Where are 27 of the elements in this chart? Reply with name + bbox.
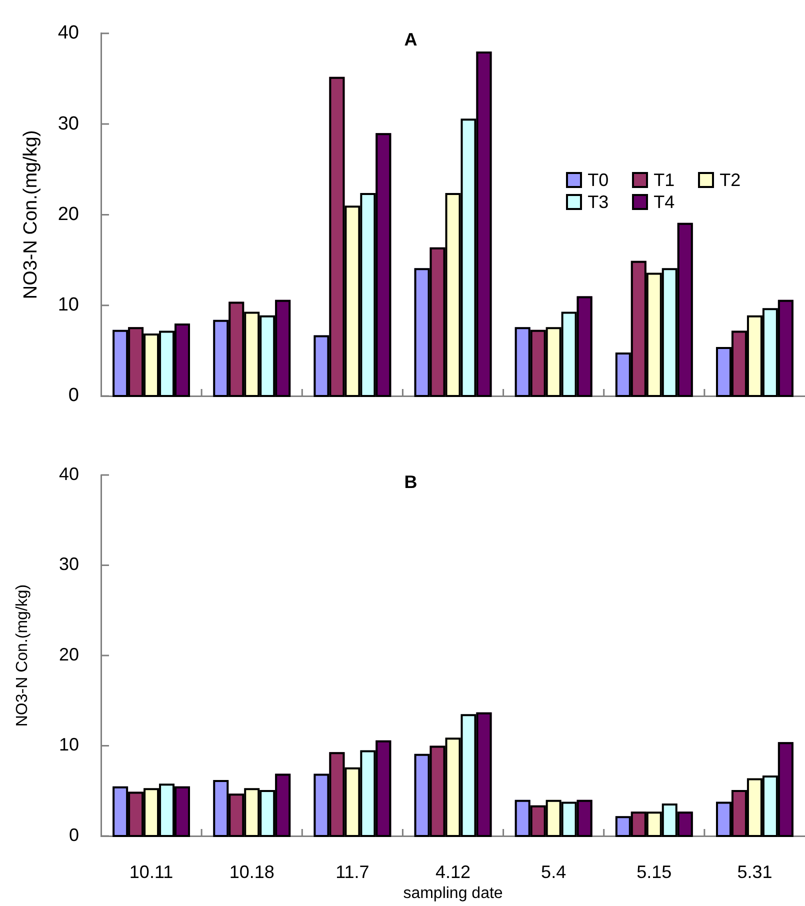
chart-title: B (404, 472, 418, 492)
y-tick-label: 30 (58, 554, 79, 574)
y-tick-label: 0 (68, 385, 79, 406)
x-tick-label: 5.31 (737, 862, 772, 882)
x-tick-label: 10.18 (229, 862, 274, 882)
y-axis-title: NO3-N Con.(mg/kg) (14, 584, 32, 727)
x-axis-title: sampling date (403, 884, 503, 902)
y-tick-label: 20 (58, 644, 79, 664)
legend-label: T4 (654, 192, 675, 212)
x-tick-label: 11.7 (336, 862, 370, 882)
y-tick-label: 30 (58, 113, 79, 134)
x-tick-label: 5.4 (541, 862, 566, 882)
y-tick-label: 40 (58, 22, 79, 44)
y-tick-label: 10 (58, 294, 79, 316)
x-tick-label: 5.15 (636, 862, 672, 882)
y-tick-label: 0 (68, 824, 79, 845)
x-tick-label: 4.12 (435, 862, 471, 882)
y-tick-label: 20 (58, 204, 79, 225)
x-tick-label: 10.11 (129, 862, 174, 882)
legend-label: T3 (588, 192, 609, 212)
legend-label: T2 (720, 170, 741, 190)
legend-label: T0 (588, 170, 609, 190)
y-axis-title: NO3-N Con.(mg/kg) (20, 130, 42, 300)
y-tick-label: 10 (58, 734, 79, 755)
chart-title: A (404, 29, 418, 50)
y-tick-label: 40 (58, 464, 79, 484)
legend-label: T1 (654, 170, 675, 190)
